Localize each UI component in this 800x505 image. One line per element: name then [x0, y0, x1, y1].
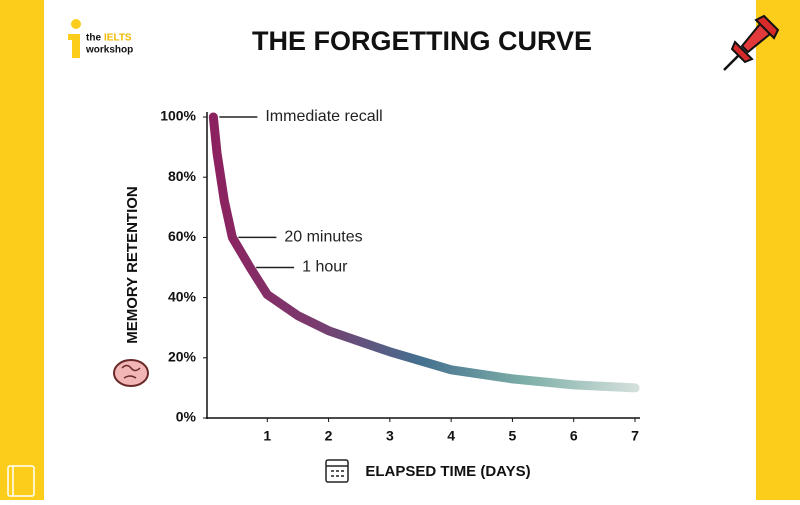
- x-tick-label: 2: [325, 428, 333, 444]
- logo: the IELTS workshop: [68, 19, 133, 58]
- x-tick-label: 4: [447, 428, 455, 444]
- left-band: [0, 0, 44, 500]
- annotation: 1 hour: [302, 259, 348, 276]
- chart-title: THE FORGETTING CURVE: [252, 26, 592, 56]
- calendar-icon: [325, 459, 349, 483]
- pin-icon: [723, 14, 780, 71]
- y-tick-label: 80%: [168, 168, 197, 184]
- y-axis-label: MEMORY RETENTION: [124, 186, 141, 344]
- brain-icon: [113, 359, 149, 387]
- x-tick-label: 1: [263, 428, 271, 444]
- logo-the: the: [86, 33, 101, 44]
- y-tick-label: 0%: [176, 409, 197, 425]
- x-tick-label: 3: [386, 428, 394, 444]
- logo-brand: IELTS: [104, 33, 132, 44]
- logo-sub: workshop: [85, 45, 133, 56]
- y-tick-label: 40%: [168, 288, 197, 304]
- forgetting-curve: [208, 112, 640, 393]
- x-tick-label: 6: [570, 428, 578, 444]
- x-tick-label: 5: [509, 428, 517, 444]
- y-tick-label: 20%: [168, 349, 197, 365]
- right-band: [756, 0, 800, 500]
- x-axis-label: ELAPSED TIME (DAYS): [365, 463, 530, 480]
- x-tick-label: 7: [631, 428, 639, 444]
- y-tick-label: 60%: [168, 228, 197, 244]
- notebook-icon: [7, 465, 35, 497]
- annotation: 20 minutes: [284, 229, 362, 246]
- y-tick-label: 100%: [160, 108, 196, 124]
- annotation: Immediate recall: [265, 108, 382, 125]
